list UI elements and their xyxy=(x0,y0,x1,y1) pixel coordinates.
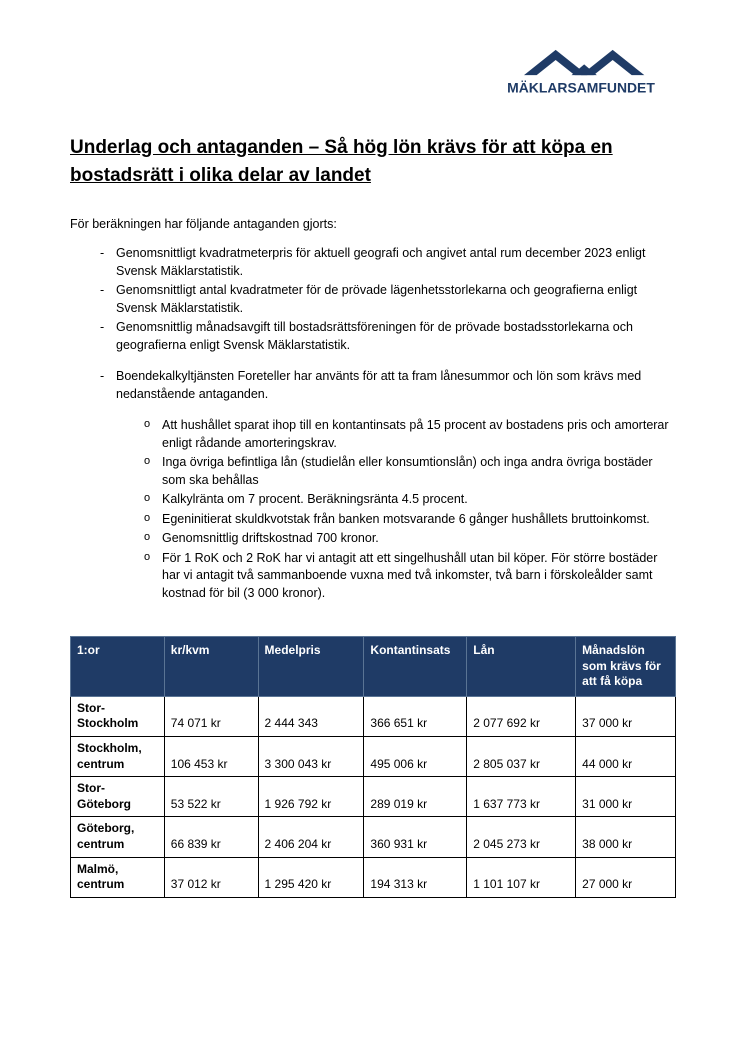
intro-text: För beräkningen har följande antaganden … xyxy=(70,217,676,231)
col-header: Lån xyxy=(467,637,576,697)
list-item: Kalkylränta om 7 procent. Beräkningsränt… xyxy=(70,491,676,509)
col-header: kr/kvm xyxy=(164,637,258,697)
cell: 194 313 kr xyxy=(364,857,467,897)
cell: 53 522 kr xyxy=(164,777,258,817)
cell: 2 045 273 kr xyxy=(467,817,576,857)
maklarsamfundet-logo: MÄKLARSAMFUNDET xyxy=(486,40,676,104)
col-header: Medelpris xyxy=(258,637,364,697)
price-table: 1:or kr/kvm Medelpris Kontantinsats Lån … xyxy=(70,636,676,898)
table-header-row: 1:or kr/kvm Medelpris Kontantinsats Lån … xyxy=(71,637,676,697)
list-item: Genomsnittligt kvadratmeterpris för aktu… xyxy=(70,245,676,280)
list-item: Boendekalkyltjänsten Foreteller har anvä… xyxy=(70,368,676,403)
cell: 1 926 792 kr xyxy=(258,777,364,817)
table-row: Malmö, centrum 37 012 kr 1 295 420 kr 19… xyxy=(71,857,676,897)
cell: 3 300 043 kr xyxy=(258,737,364,777)
page-title: Underlag och antaganden – Så hög lön krä… xyxy=(70,134,676,189)
cell: 37 000 kr xyxy=(576,696,676,736)
logo-container: MÄKLARSAMFUNDET xyxy=(70,40,676,104)
cell: 31 000 kr xyxy=(576,777,676,817)
cell: 1 637 773 kr xyxy=(467,777,576,817)
list-item: Genomsnittlig månadsavgift till bostadsr… xyxy=(70,319,676,354)
cell: 38 000 kr xyxy=(576,817,676,857)
table-row: Stor-Göteborg 53 522 kr 1 926 792 kr 289… xyxy=(71,777,676,817)
row-label: Stockholm, centrum xyxy=(71,737,165,777)
cell: 495 006 kr xyxy=(364,737,467,777)
col-header: Kontantinsats xyxy=(364,637,467,697)
list-item: Genomsnittligt antal kvadratmeter för de… xyxy=(70,282,676,317)
row-label: Göteborg, centrum xyxy=(71,817,165,857)
cell: 289 019 kr xyxy=(364,777,467,817)
row-label: Stor-Stockholm xyxy=(71,696,165,736)
list-item: Inga övriga befintliga lån (studielån el… xyxy=(70,454,676,489)
sub-assumptions-list: Att hushållet sparat ihop till en kontan… xyxy=(70,417,676,602)
cell: 2 077 692 kr xyxy=(467,696,576,736)
cell: 1 295 420 kr xyxy=(258,857,364,897)
table-row: Stockholm, centrum 106 453 kr 3 300 043 … xyxy=(71,737,676,777)
table-row: Göteborg, centrum 66 839 kr 2 406 204 kr… xyxy=(71,817,676,857)
col-header: Månadslön som krävs för att få köpa xyxy=(576,637,676,697)
row-label: Stor-Göteborg xyxy=(71,777,165,817)
cell: 74 071 kr xyxy=(164,696,258,736)
cell: 2 444 343 xyxy=(258,696,364,736)
row-label: Malmö, centrum xyxy=(71,857,165,897)
cell: 66 839 kr xyxy=(164,817,258,857)
table-row: Stor-Stockholm 74 071 kr 2 444 343 366 6… xyxy=(71,696,676,736)
list-item: Egeninitierat skuldkvotstak från banken … xyxy=(70,511,676,529)
cell: 2 406 204 kr xyxy=(258,817,364,857)
cell: 1 101 107 kr xyxy=(467,857,576,897)
cell: 360 931 kr xyxy=(364,817,467,857)
cell: 27 000 kr xyxy=(576,857,676,897)
list-item: För 1 RoK och 2 RoK har vi antagit att e… xyxy=(70,550,676,603)
cell: 2 805 037 kr xyxy=(467,737,576,777)
logo-text: MÄKLARSAMFUNDET xyxy=(507,79,655,95)
assumptions-list: Genomsnittligt kvadratmeterpris för aktu… xyxy=(70,245,676,403)
col-header: 1:or xyxy=(71,637,165,697)
list-item: Genomsnittlig driftskostnad 700 kronor. xyxy=(70,530,676,548)
cell: 37 012 kr xyxy=(164,857,258,897)
list-item: Att hushållet sparat ihop till en kontan… xyxy=(70,417,676,452)
cell: 44 000 kr xyxy=(576,737,676,777)
cell: 106 453 kr xyxy=(164,737,258,777)
cell: 366 651 kr xyxy=(364,696,467,736)
document-page: MÄKLARSAMFUNDET Underlag och antaganden … xyxy=(0,0,746,958)
